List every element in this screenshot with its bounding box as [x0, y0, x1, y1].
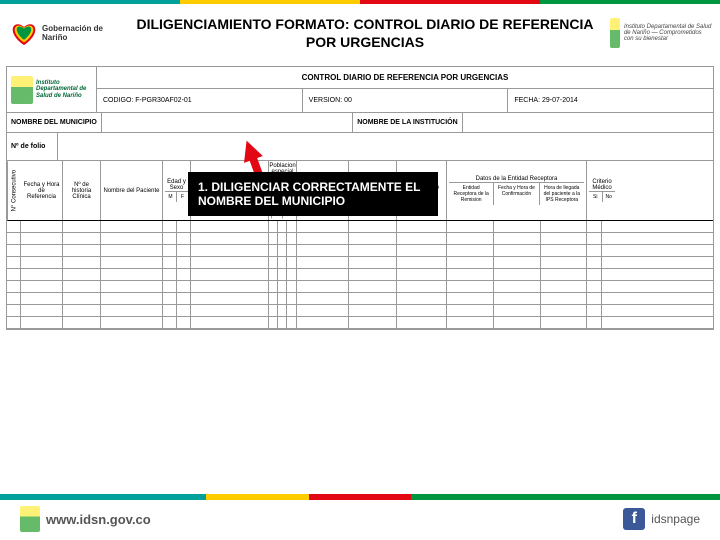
page-title: DILIGENCIAMIENTO FORMATO: CONTROL DIARIO… — [120, 15, 610, 51]
gobernacion-text: Gobernación de Nariño — [42, 24, 120, 42]
footer-color-stripe — [0, 494, 720, 500]
top-color-stripe — [0, 0, 720, 4]
col-edad: Edad y Sexo MF — [163, 161, 191, 220]
table-row[interactable] — [7, 269, 713, 281]
table-row[interactable] — [7, 317, 713, 329]
col-consecutivo: N° Consecutivo — [7, 161, 21, 220]
table-row[interactable] — [7, 305, 713, 317]
idsn-logo-header: Instituto Departamental de Salud de Nari… — [610, 18, 720, 48]
form-logo-text: Instituto Departamental de Salud de Nari… — [36, 80, 92, 100]
footer-url-block: www.idsn.gov.co — [20, 506, 151, 532]
col-datos-receptora: Datos de la Entidad Receptora Entidad Re… — [447, 161, 587, 220]
form-header: Instituto Departamental de Salud de Nari… — [7, 67, 713, 113]
page-footer: www.idsn.gov.co f idsnpage — [0, 490, 720, 540]
table-row[interactable] — [7, 257, 713, 269]
col-historia: Nº de historia Clínica — [63, 161, 101, 220]
municipio-row: NOMBRE DEL MUNICIPIO NOMBRE DE LA INSTIT… — [7, 113, 713, 133]
form-meta-row: CODIGO: F-PGR30AF02-01 VERSION: 00 FECHA… — [97, 89, 713, 112]
folio-field[interactable] — [57, 133, 713, 160]
heart-icon — [10, 20, 38, 46]
facebook-page-name: idsnpage — [651, 512, 700, 526]
table-row[interactable] — [7, 233, 713, 245]
folio-row: Nº de folio — [7, 133, 713, 161]
form-badge-icon — [11, 76, 33, 104]
form-logo: Instituto Departamental de Salud de Nari… — [7, 67, 97, 112]
municipio-label: NOMBRE DEL MUNICIPIO — [7, 113, 101, 132]
table-row[interactable] — [7, 245, 713, 257]
footer-badge-icon — [20, 506, 40, 532]
table-row[interactable] — [7, 221, 713, 233]
gobernacion-logo: Gobernación de Nariño — [0, 20, 120, 46]
version-cell: VERSION: 00 — [303, 89, 509, 112]
table-body — [7, 221, 713, 329]
instruction-callout: 1. DILIGENCIAR CORRECTAMENTE EL NOMBRE D… — [188, 172, 438, 216]
col-nombre: Nombre del Paciente — [101, 161, 163, 220]
col-fecha: Fecha y Hora de Referencia — [21, 161, 63, 220]
table-row[interactable] — [7, 281, 713, 293]
col-criterio: Criterio Médico SiNo — [587, 161, 617, 220]
page-header: Gobernación de Nariño DILIGENCIAMIENTO F… — [0, 6, 720, 60]
institucion-label: NOMBRE DE LA INSTITUCIÓN — [353, 113, 461, 132]
fecha-cell: FECHA: 29-07-2014 — [508, 89, 713, 112]
footer-social: f idsnpage — [623, 508, 700, 530]
idsn-badge-icon — [610, 18, 620, 48]
institucion-field[interactable] — [462, 113, 713, 132]
footer-url: www.idsn.gov.co — [46, 512, 151, 527]
form-title: CONTROL DIARIO DE REFERENCIA POR URGENCI… — [97, 67, 713, 89]
codigo-cell: CODIGO: F-PGR30AF02-01 — [97, 89, 303, 112]
folio-label: Nº de folio — [7, 133, 57, 160]
municipio-field[interactable] — [101, 113, 353, 132]
idsn-header-text: Instituto Departamental de Salud de Nari… — [624, 24, 712, 42]
facebook-icon[interactable]: f — [623, 508, 645, 530]
table-row[interactable] — [7, 293, 713, 305]
